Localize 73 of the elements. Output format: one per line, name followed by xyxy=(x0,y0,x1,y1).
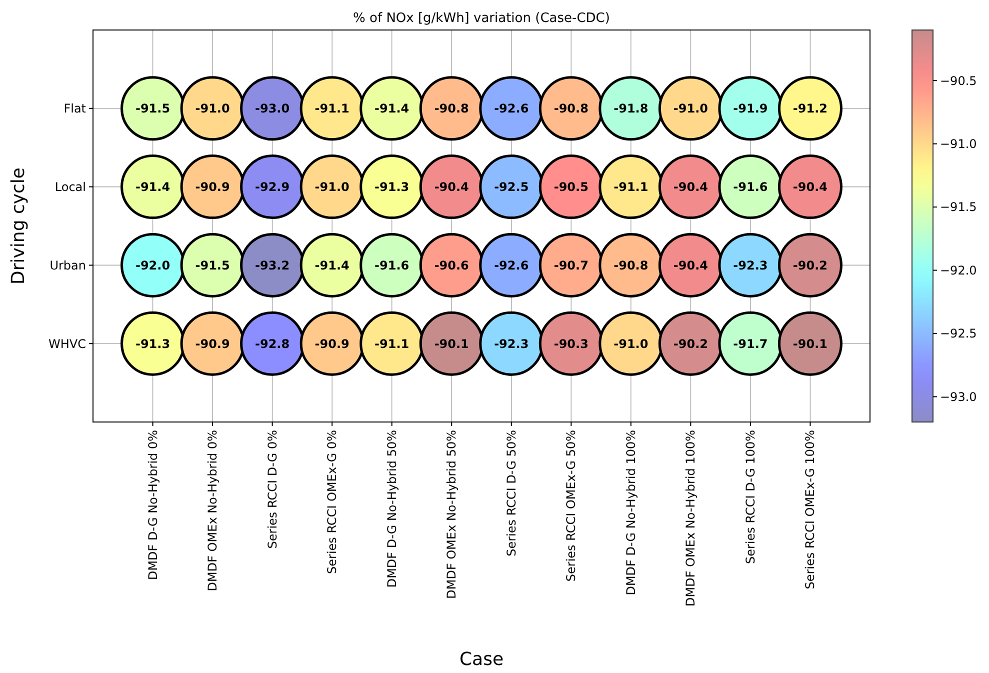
data-label: -91.0 xyxy=(314,180,350,194)
data-label: -91.3 xyxy=(135,336,170,351)
data-label: -90.4 xyxy=(434,180,469,194)
y-tick-label: Urban xyxy=(50,258,86,272)
data-label: -92.8 xyxy=(255,336,290,351)
data-label: -91.1 xyxy=(614,180,648,194)
x-tick-label: Series RCCI D-G 50% xyxy=(504,430,518,556)
data-label: -92.3 xyxy=(494,336,529,351)
color-bar-label: −92.5 xyxy=(940,326,977,341)
data-label: -93.0 xyxy=(255,102,290,116)
data-label: -91.5 xyxy=(195,258,230,272)
data-label: -91.1 xyxy=(314,102,350,116)
data-label: -91.2 xyxy=(792,102,828,116)
data-label: -92.3 xyxy=(733,258,768,272)
data-label: -90.6 xyxy=(434,258,469,272)
data-label: -91.8 xyxy=(614,102,648,116)
data-label: -91.1 xyxy=(374,336,410,351)
data-label: -91.6 xyxy=(374,258,410,272)
data-label: -91.4 xyxy=(374,102,410,116)
color-bar-label: −90.5 xyxy=(940,74,977,88)
x-tick-label: Series RCCI D-G 0% xyxy=(265,430,280,549)
data-label: -90.9 xyxy=(314,336,350,351)
chart-title: % of NOx [g/kWh] variation (Case-CDC) xyxy=(353,11,610,26)
data-label: -90.4 xyxy=(673,258,708,272)
data-label: -91.6 xyxy=(733,180,768,194)
y-tick-label: WHVC xyxy=(48,336,86,351)
color-bar-label: −93.0 xyxy=(940,390,977,404)
y-axis-title: Driving cycle xyxy=(8,168,29,284)
color-bar-label: −92.0 xyxy=(940,263,977,278)
data-label: -91.0 xyxy=(614,336,648,351)
data-label: -90.9 xyxy=(195,180,230,194)
data-label: -90.1 xyxy=(792,336,828,351)
x-tick-label: DMDF OMEx No-Hybrid 0% xyxy=(206,430,220,592)
color-bar-label: −91.5 xyxy=(940,200,977,214)
data-label: -90.8 xyxy=(614,258,648,272)
data-label: -92.9 xyxy=(255,180,290,194)
data-label: -90.4 xyxy=(673,180,708,194)
data-label: -91.3 xyxy=(374,180,410,194)
x-tick-label: DMDF D-G No-Hybrid 0% xyxy=(146,430,160,580)
data-label: -90.7 xyxy=(554,258,588,272)
x-tick-label: Series RCCI OMEx-G 100% xyxy=(803,430,818,590)
data-label: -90.4 xyxy=(792,180,828,194)
data-label: -90.9 xyxy=(195,336,230,351)
color-bar-label: −91.0 xyxy=(940,137,977,152)
data-label: -90.3 xyxy=(554,336,588,351)
data-label: -90.5 xyxy=(554,180,588,194)
x-tick-label: DMDF D-G No-Hybrid 50% xyxy=(384,430,399,588)
data-label: -91.0 xyxy=(195,102,230,116)
data-label: -91.7 xyxy=(733,336,768,351)
data-label: -90.2 xyxy=(792,258,828,272)
data-label: -91.9 xyxy=(733,102,768,116)
x-tick-label: Series RCCI OMEx-G 0% xyxy=(325,430,340,574)
x-tick-label: Series RCCI OMEx-G 50% xyxy=(564,430,578,582)
data-label: -91.4 xyxy=(314,258,350,272)
data-label: -90.1 xyxy=(434,336,469,351)
y-tick-label: Local xyxy=(54,180,86,194)
data-label: -93.2 xyxy=(255,258,290,272)
x-tick-label: DMDF D-G No-Hybrid 100% xyxy=(624,430,638,596)
x-tick-label: DMDF OMEx No-Hybrid 100% xyxy=(684,430,698,606)
data-label: -92.5 xyxy=(494,180,529,194)
x-tick-label: DMDF OMEx No-Hybrid 50% xyxy=(444,430,459,599)
data-label: -90.2 xyxy=(673,336,708,351)
data-label: -91.0 xyxy=(673,102,708,116)
data-label: -92.0 xyxy=(135,258,170,272)
data-label: -91.5 xyxy=(135,102,170,116)
data-label: -91.4 xyxy=(135,180,170,194)
data-label: -92.6 xyxy=(494,258,529,272)
data-label: -90.8 xyxy=(554,102,588,116)
x-tick-label: Series RCCI D-G 100% xyxy=(743,430,758,564)
data-label: -92.6 xyxy=(494,102,529,116)
data-label: -90.8 xyxy=(434,102,469,116)
y-tick-label: Flat xyxy=(64,102,86,116)
x-axis-title: Case xyxy=(459,649,504,670)
